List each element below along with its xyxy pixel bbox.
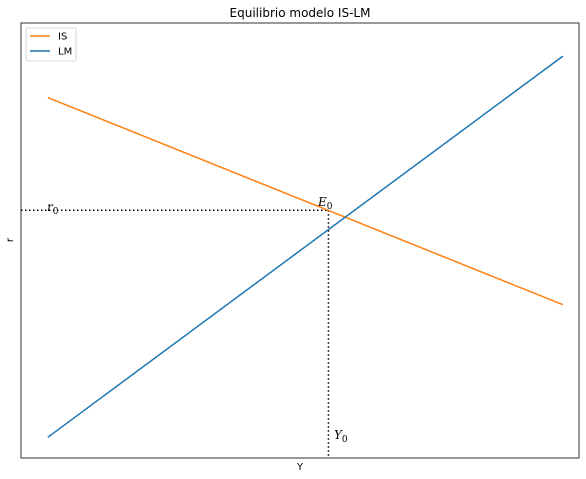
equilibrium-label: E0 bbox=[317, 195, 333, 212]
chart-title: Equilibrio modelo IS-LM bbox=[230, 6, 371, 20]
y0-label: Y0 bbox=[334, 428, 348, 445]
y-axis-label: r bbox=[5, 237, 16, 242]
equilibrium-guides bbox=[21, 209, 330, 458]
plot-frame bbox=[20, 22, 580, 459]
series-lines bbox=[47, 55, 564, 438]
r0-label: r0 bbox=[47, 200, 59, 217]
legend: IS LM bbox=[25, 27, 77, 62]
x-axis-label: Y bbox=[296, 462, 304, 473]
legend-label-is: IS bbox=[58, 32, 67, 43]
legend-label-lm: LM bbox=[58, 47, 72, 58]
series-line-is bbox=[47, 96, 564, 306]
series-line-lm bbox=[47, 55, 564, 438]
